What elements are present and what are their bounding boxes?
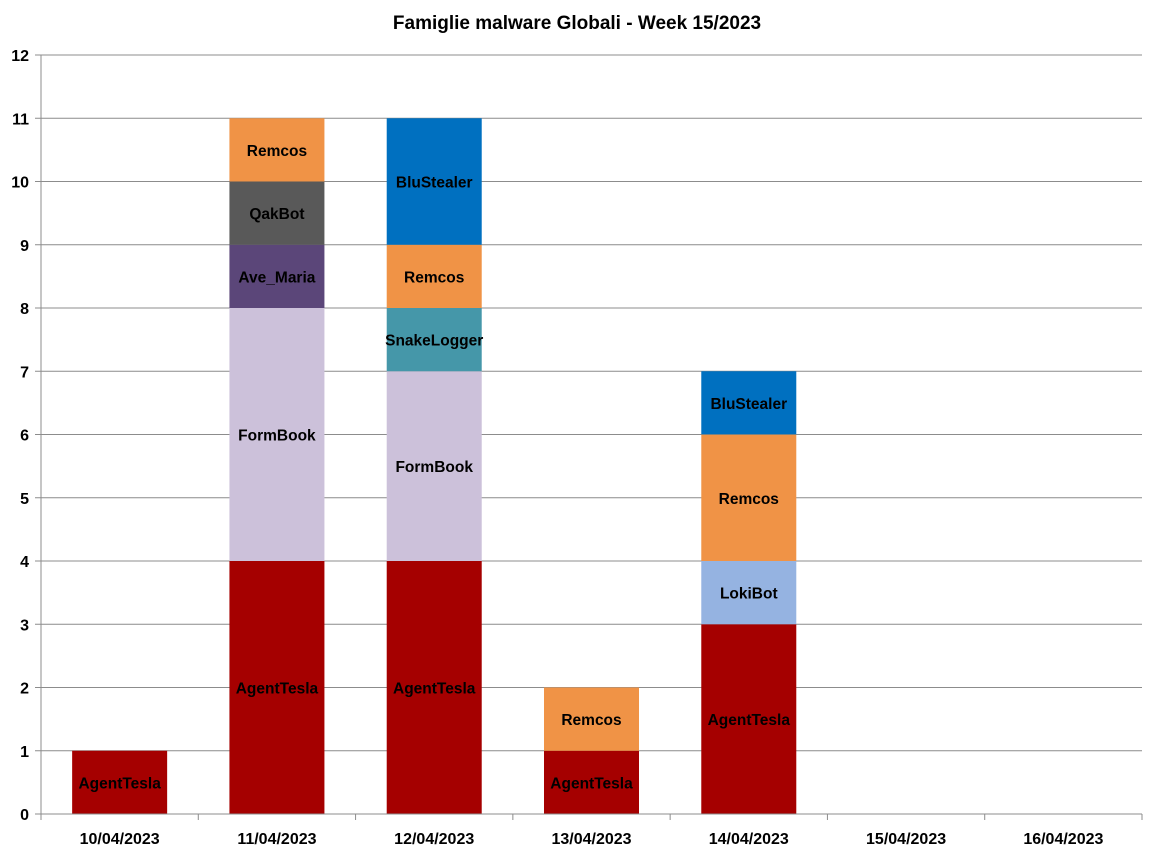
bar-segment xyxy=(386,244,482,308)
bar-segment xyxy=(386,561,482,814)
bar-segment xyxy=(386,118,482,245)
bar-segment-label: LokiBot xyxy=(720,586,778,603)
y-tick-label: 10 xyxy=(11,175,29,192)
bar-segment-label: Remcos xyxy=(247,143,307,160)
y-tick-label: 11 xyxy=(12,111,29,128)
x-tick-label: 11/04/2023 xyxy=(237,831,316,848)
bar-segment-label: AgentTesla xyxy=(78,775,161,792)
y-tick-label: 4 xyxy=(20,554,29,571)
y-tick-label: 1 xyxy=(20,744,29,761)
x-tick-label: 13/04/2023 xyxy=(551,831,631,848)
bar-segment xyxy=(701,561,797,625)
bar-segment xyxy=(72,750,168,814)
bar-segment-label: BluStealer xyxy=(396,175,473,192)
x-tick-label: 10/04/2023 xyxy=(80,831,160,848)
bar-segment xyxy=(386,308,482,372)
bar-segment xyxy=(701,371,797,435)
bar-segment-label: FormBook xyxy=(395,459,473,476)
bar-segment-label: AgentTesla xyxy=(550,775,633,792)
x-tick-label: 15/04/2023 xyxy=(866,831,946,848)
bar-segment-label: FormBook xyxy=(238,428,316,445)
bar-segment-label: Remcos xyxy=(561,712,621,729)
y-tick-label: 5 xyxy=(20,491,29,508)
y-tick-label: 8 xyxy=(20,301,29,318)
bar-segment-label: AgentTesla xyxy=(708,712,791,729)
bar-segment xyxy=(229,561,325,814)
bar-segment-label: AgentTesla xyxy=(236,681,319,698)
bar-segment xyxy=(229,118,325,182)
y-tick-label: 12 xyxy=(11,48,29,65)
bar-segment-label: QakBot xyxy=(249,206,304,223)
bar-segment-label: BluStealer xyxy=(710,396,787,413)
bar-segment-label: Remcos xyxy=(719,491,779,508)
x-tick-label: 16/04/2023 xyxy=(1023,831,1103,848)
y-tick-label: 3 xyxy=(20,617,29,634)
bar-segment xyxy=(229,244,325,308)
bar-segment xyxy=(229,308,325,561)
bar-segment-label: AgentTesla xyxy=(393,681,476,698)
bar-segment xyxy=(544,750,639,814)
y-tick-label: 7 xyxy=(20,364,29,381)
bar-segment-label: SnakeLogger xyxy=(385,333,483,350)
x-tick-label: 14/04/2023 xyxy=(709,831,789,848)
y-tick-label: 2 xyxy=(20,681,29,698)
bar-segment-label: Remcos xyxy=(404,269,464,286)
bar-segment xyxy=(229,181,325,245)
y-tick-label: 6 xyxy=(20,428,29,445)
x-tick-labels: 10/04/2023 11/04/2023 12/04/2023 13/04/2023… xyxy=(80,831,1104,848)
bar-segment xyxy=(386,371,482,561)
bar-segment xyxy=(701,434,797,561)
bars: AgentTesla AgentTesla FormBook Ave_Maria Qak… xyxy=(72,118,797,814)
bar-segment xyxy=(544,687,639,751)
gridlines xyxy=(41,54,1142,752)
y-tick-label: 9 xyxy=(20,238,29,255)
x-tick-label: 12/04/2023 xyxy=(394,831,474,848)
bar-segment xyxy=(701,624,797,814)
chart-title: Famiglie malware Globali - Week 15/2023 xyxy=(393,13,761,34)
y-tick-label: 0 xyxy=(20,807,29,824)
bar-segment-label: Ave_Maria xyxy=(238,269,315,286)
axes xyxy=(35,54,1143,820)
